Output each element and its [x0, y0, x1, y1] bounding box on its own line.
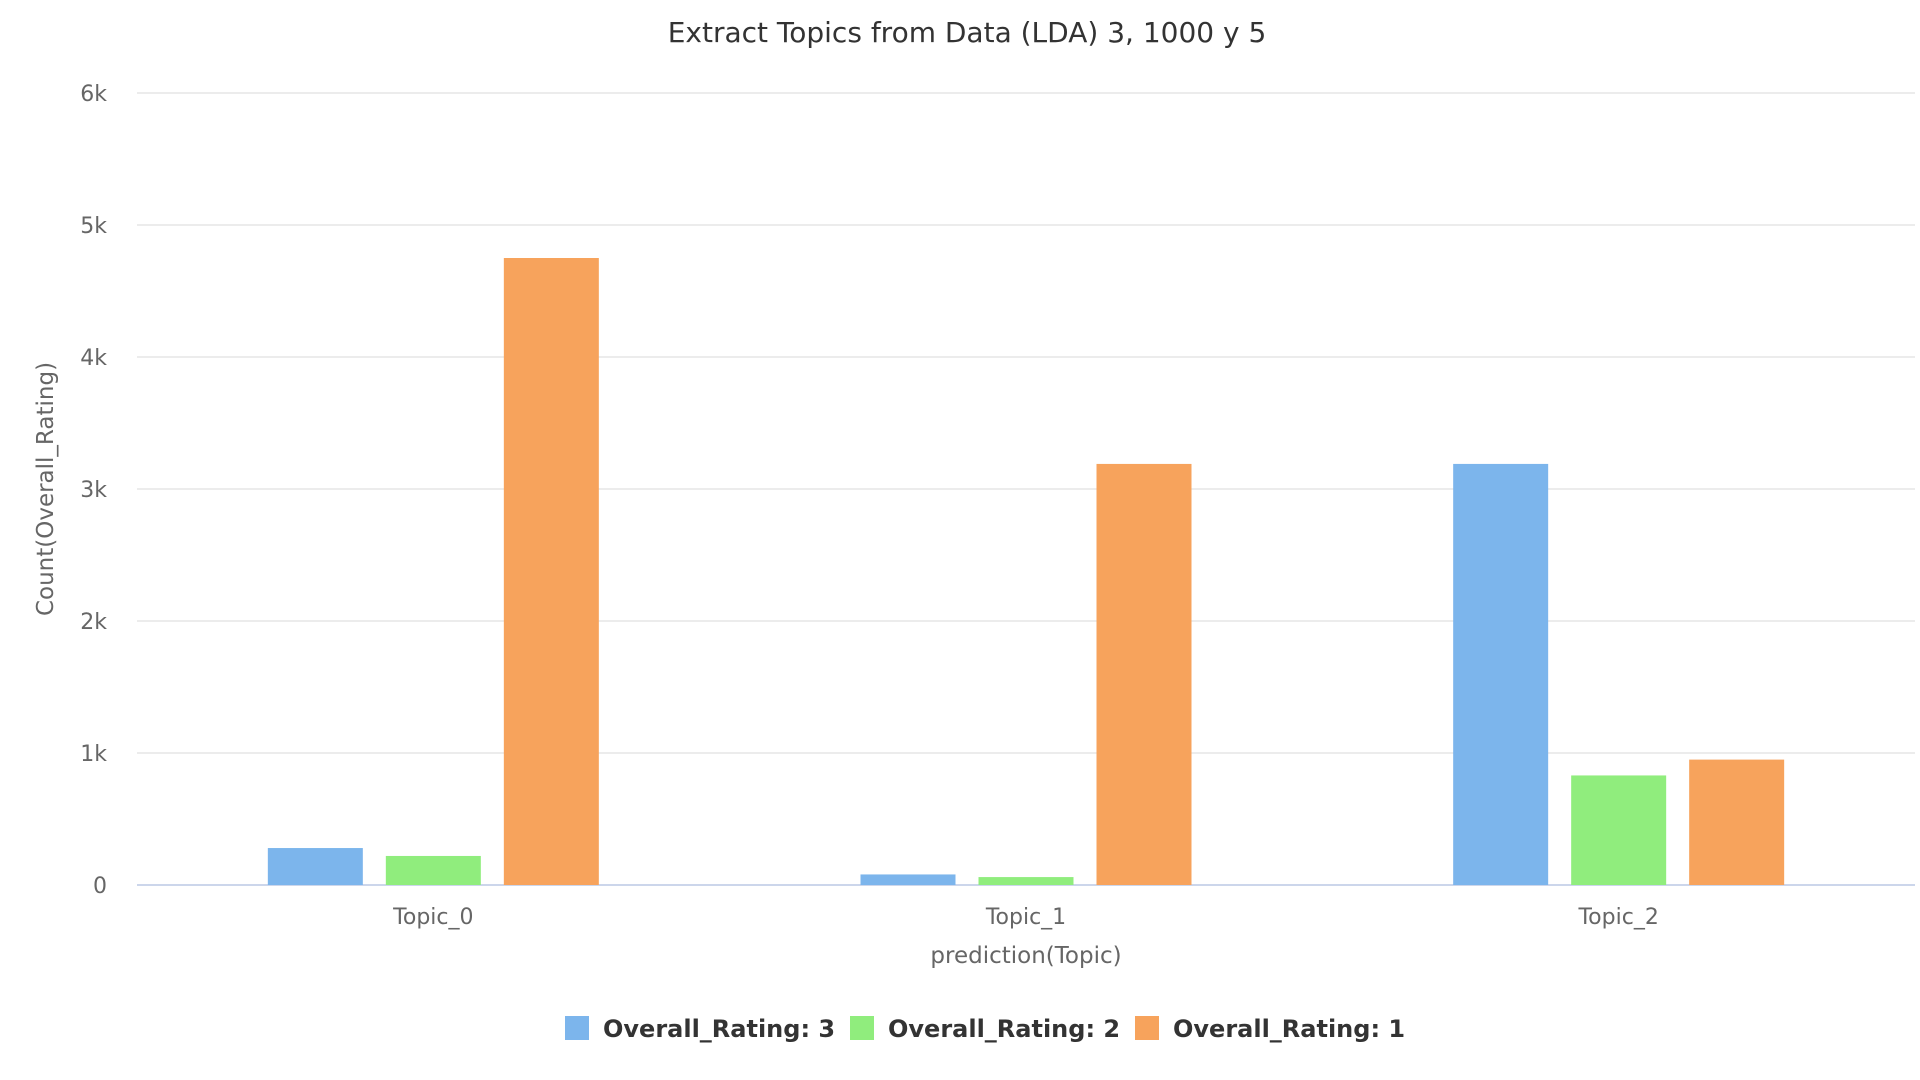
y-axis-title: Count(Overall_Rating) [33, 362, 59, 616]
bars [267, 258, 1785, 885]
bar-topic-1-series-3[interactable] [1096, 463, 1192, 885]
legend-item[interactable]: Overall_Rating: 2 [850, 1015, 1120, 1043]
y-axis-ticks: 0 1k 2k 3k 4k 5k 6k [80, 82, 107, 899]
chart-title: Extract Topics from Data (LDA) 3, 1000 y… [668, 16, 1267, 49]
bar-topic-1-series-2[interactable] [978, 877, 1074, 885]
legend-label: Overall_Rating: 3 [603, 1015, 835, 1043]
legend-item[interactable]: Overall_Rating: 1 [1135, 1015, 1405, 1043]
y-tick-label: 4k [80, 346, 107, 371]
bar-topic-2-series-2[interactable] [1571, 775, 1667, 885]
x-tick-label: Topic_2 [1577, 905, 1658, 930]
legend-item[interactable]: Overall_Rating: 3 [565, 1015, 835, 1043]
legend-swatch [850, 1016, 874, 1040]
y-tick-label: 3k [80, 478, 107, 503]
gridlines [137, 92, 1915, 886]
legend-swatch [565, 1016, 589, 1040]
bar-topic-0-series-2[interactable] [385, 855, 481, 885]
legend-label: Overall_Rating: 2 [888, 1015, 1120, 1043]
y-tick-label: 6k [80, 82, 107, 107]
legend-label: Overall_Rating: 1 [1173, 1015, 1405, 1043]
y-tick-label: 5k [80, 214, 107, 239]
bar-topic-2-series-3[interactable] [1689, 759, 1785, 885]
bar-topic-1-series-1[interactable] [860, 874, 956, 885]
y-tick-label: 2k [80, 610, 107, 635]
bar-topic-0-series-3[interactable] [503, 258, 599, 885]
legend-swatch [1135, 1016, 1159, 1040]
x-tick-label: Topic_0 [392, 905, 473, 930]
x-axis-title: prediction(Topic) [930, 943, 1121, 969]
x-tick-label: Topic_1 [985, 905, 1066, 930]
y-tick-label: 1k [80, 742, 107, 767]
bar-topic-0-series-1[interactable] [267, 848, 363, 885]
bar-topic-2-series-1[interactable] [1453, 463, 1549, 885]
y-tick-label: 0 [93, 874, 107, 899]
legend: Overall_Rating: 3 Overall_Rating: 2 Overal… [565, 1015, 1405, 1043]
x-axis-ticks: Topic_0 Topic_1 Topic_2 [392, 905, 1659, 930]
